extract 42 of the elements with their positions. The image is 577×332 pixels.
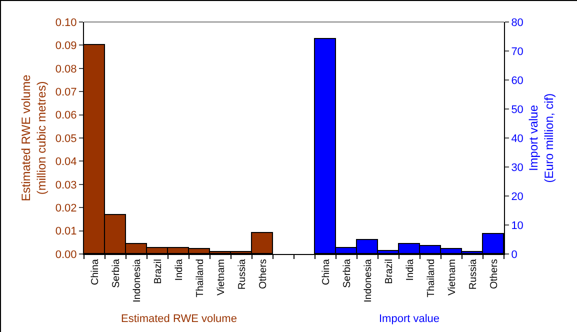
x-tick-label: Brazil — [152, 259, 164, 284]
text: Estimated RWE volume — [121, 313, 237, 325]
x-tick-label: India — [174, 258, 185, 281]
x-tick-label: Russia — [468, 258, 479, 290]
y-tick-label: 0.03 — [55, 179, 77, 192]
x-tick-label: Indonesia — [132, 258, 143, 302]
y2-tick-label: 60 — [511, 74, 524, 87]
y-tick-label: 0.09 — [55, 40, 77, 52]
x-tick-label: India — [404, 258, 416, 281]
x-tick-label: Vietnam — [446, 259, 458, 296]
y-tick-label: 0.04 — [55, 156, 77, 168]
x-tick-label: China — [320, 258, 332, 286]
y2-tick-label: 30 — [511, 162, 524, 174]
x-tick-label: Vietnam — [216, 259, 227, 296]
text: Import value — [379, 313, 440, 325]
y-tick-label: 0.00 — [55, 248, 77, 261]
y2-tick-label: 10 — [511, 220, 524, 232]
y2-tick-label: 20 — [511, 190, 524, 203]
x-tick-label: Thailand — [194, 259, 206, 298]
y2-tick-label: 0 — [511, 248, 518, 261]
y2-axis-title: Import value (Euro million, cif) — [526, 93, 556, 183]
y-tick-label: 0.07 — [55, 86, 77, 98]
y-axis-title: Estimated RWE volume (million cubic metres) — [19, 74, 49, 202]
y2-tick-label: 70 — [511, 46, 524, 58]
x-tick-label: Others — [488, 259, 500, 290]
y-tick-label: 0.01 — [55, 226, 77, 238]
y2-tick-label: 50 — [511, 104, 524, 116]
y-tick-label: 0.05 — [55, 132, 77, 145]
y-tick-label: 0.06 — [55, 110, 77, 122]
x-tick-label: Serbia — [342, 258, 353, 288]
x-tick-label: Brazil — [384, 259, 395, 284]
x-tick-label: Others — [258, 259, 269, 290]
y-tick-label: 0.10 — [55, 16, 77, 29]
x-tick-label: Indonesia — [362, 258, 374, 302]
x-tick-label: Thailand — [426, 259, 437, 298]
x-tick-label: China — [90, 258, 101, 286]
x-tick-label: Serbia — [110, 258, 122, 288]
y-tick-label: 0.08 — [55, 63, 77, 76]
y2-tick-label: 80 — [511, 16, 524, 29]
x-tick-label: Russia — [236, 258, 248, 290]
y-tick-label: 0.02 — [55, 202, 77, 214]
y2-tick-label: 40 — [511, 132, 524, 145]
